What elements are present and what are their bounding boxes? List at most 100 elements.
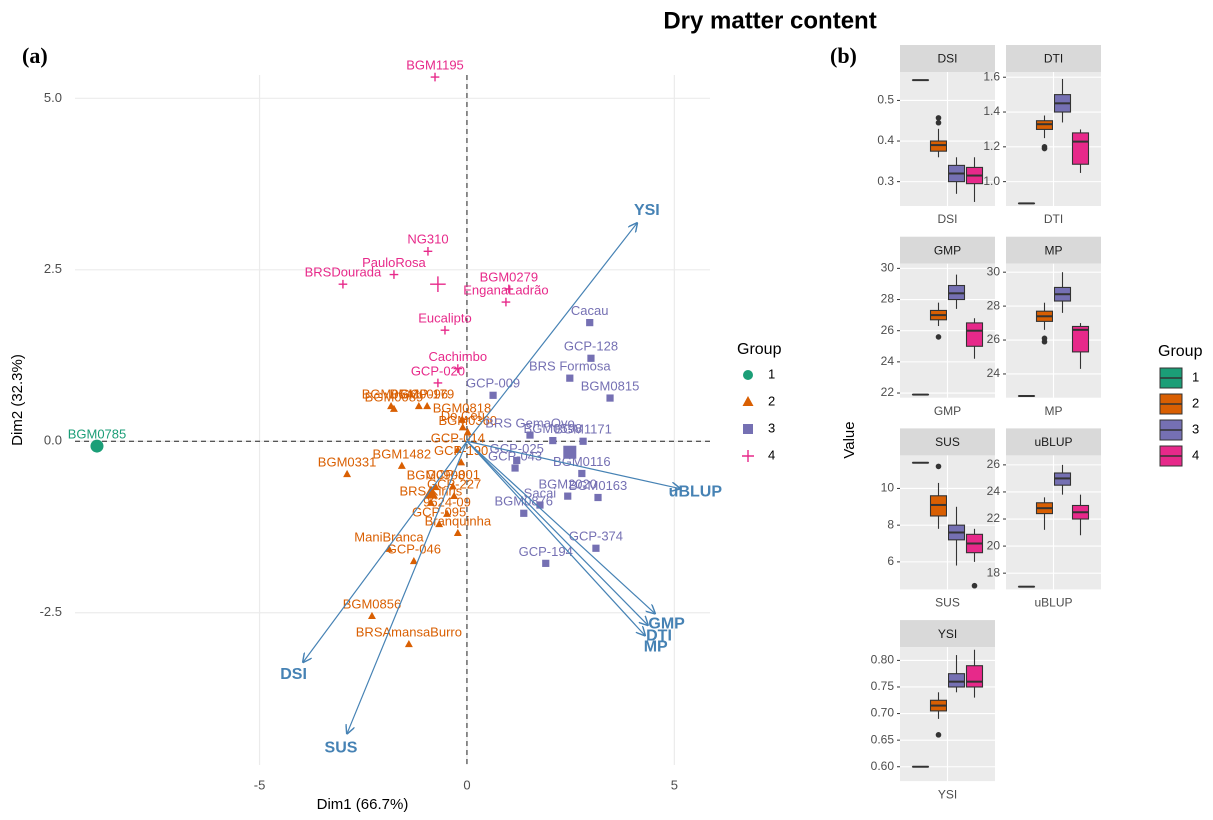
y-tick-label: 0.3 [877,174,894,188]
y-tick-label: 22 [881,385,895,399]
y-tick-label: 0.75 [871,679,895,693]
vector-label: MP [644,638,668,655]
panel-label: (a) [22,43,48,68]
x-tick-label: DSI [937,212,957,226]
y-tick-label: 26 [987,457,1001,471]
point-label: GCP-194 [519,544,573,559]
facet-title: uBLUP [1034,435,1072,449]
point-label: Cachimbo [429,349,488,364]
y-tick-label: 18 [987,565,1001,579]
x-tick-label: GMP [934,404,961,418]
legend-label: 2 [1192,395,1199,410]
point [511,464,518,471]
point-label: BGM0785 [68,427,127,442]
point [606,394,613,401]
box [949,674,965,687]
legend-symbol [742,450,754,462]
vector-arrow [467,223,637,441]
y-tick-label: 22 [987,511,1001,525]
y-tick-label: 28 [987,298,1001,312]
point [431,73,440,82]
y-axis-title: Dim2 (32.3%) [9,354,26,446]
x-tick-label: DTI [1044,212,1063,226]
y-tick-label: 0.4 [877,133,894,147]
outlier [936,334,942,340]
box [967,666,983,687]
box [931,141,947,151]
x-tick-label: YSI [938,787,957,801]
point [423,402,431,409]
y-tick-label: 0.60 [871,759,895,773]
point [454,529,462,536]
figure-title: Dry matter content [663,7,876,34]
y-axis-title: Value [841,421,858,458]
point-label: BGM1482 [373,446,432,461]
y-tick-label: 5.0 [44,90,62,105]
centroid [90,440,103,453]
y-tick-label: 28 [881,292,895,306]
centroid [563,446,576,459]
y-tick-label: 20 [987,538,1001,552]
legend-label: 4 [768,447,775,462]
legend-symbol [743,424,753,434]
y-tick-label: 24 [881,354,895,368]
x-tick-label: -5 [254,777,266,792]
point [594,494,601,501]
point [398,462,406,469]
point [586,319,593,326]
point-label: GCP-020 [411,363,465,378]
legend-label: 3 [1192,421,1199,436]
y-tick-label: 0.70 [871,706,895,720]
point-label: BGM0856 [343,597,402,612]
point [520,510,527,517]
outlier [936,115,942,121]
point-label: BGM0331 [318,455,377,470]
point-label: NG310 [407,232,448,247]
point [564,493,571,500]
legend-label: 3 [768,420,775,435]
y-tick-label: 10 [881,481,895,495]
point-label: BGM0089 [365,389,424,404]
y-tick-label: 24 [987,366,1001,380]
point-label: BGM0815 [581,378,640,393]
box [967,323,983,346]
point-label: EnganaLadrão [463,282,548,297]
vector-label: uBLUP [669,483,723,500]
x-tick-label: uBLUP [1034,596,1072,610]
y-tick-label: 2.5 [44,261,62,276]
point [592,545,599,552]
legend-title: Group [1158,343,1203,360]
y-tick-label: 26 [987,332,1001,346]
point-label: BGM0876 [494,494,553,509]
point-label: Cacau [571,303,609,318]
point-label: BGM1195 [406,57,464,72]
y-tick-label: 8 [887,517,894,531]
point-label: BRSDourada [305,265,382,280]
vector-label: SUS [325,739,358,756]
point-label: GCP-046 [387,542,441,557]
y-tick-label: 26 [881,323,895,337]
outlier [1042,339,1048,345]
facet-title: GMP [934,243,961,257]
outlier [1042,146,1048,152]
legend-title: Group [737,341,782,358]
point-label: Eucalipto [418,311,471,326]
x-axis-title: Dim1 (66.7%) [317,796,409,813]
y-tick-label: 24 [987,484,1001,498]
outlier [936,732,942,738]
point-label: BRSAmansaBurro [356,625,462,640]
legend-label: 2 [768,393,775,408]
y-tick-label: 0.5 [877,93,894,107]
y-tick-label: -2.5 [40,604,62,619]
point [566,375,573,382]
point [502,298,511,307]
point [390,270,399,279]
facet-title: SUS [935,435,960,449]
legend-symbol [743,370,753,380]
facet-title: YSI [938,627,957,641]
x-tick-label: 5 [671,777,678,792]
y-tick-label: 0.80 [871,653,895,667]
point [441,326,450,335]
point [542,560,549,567]
